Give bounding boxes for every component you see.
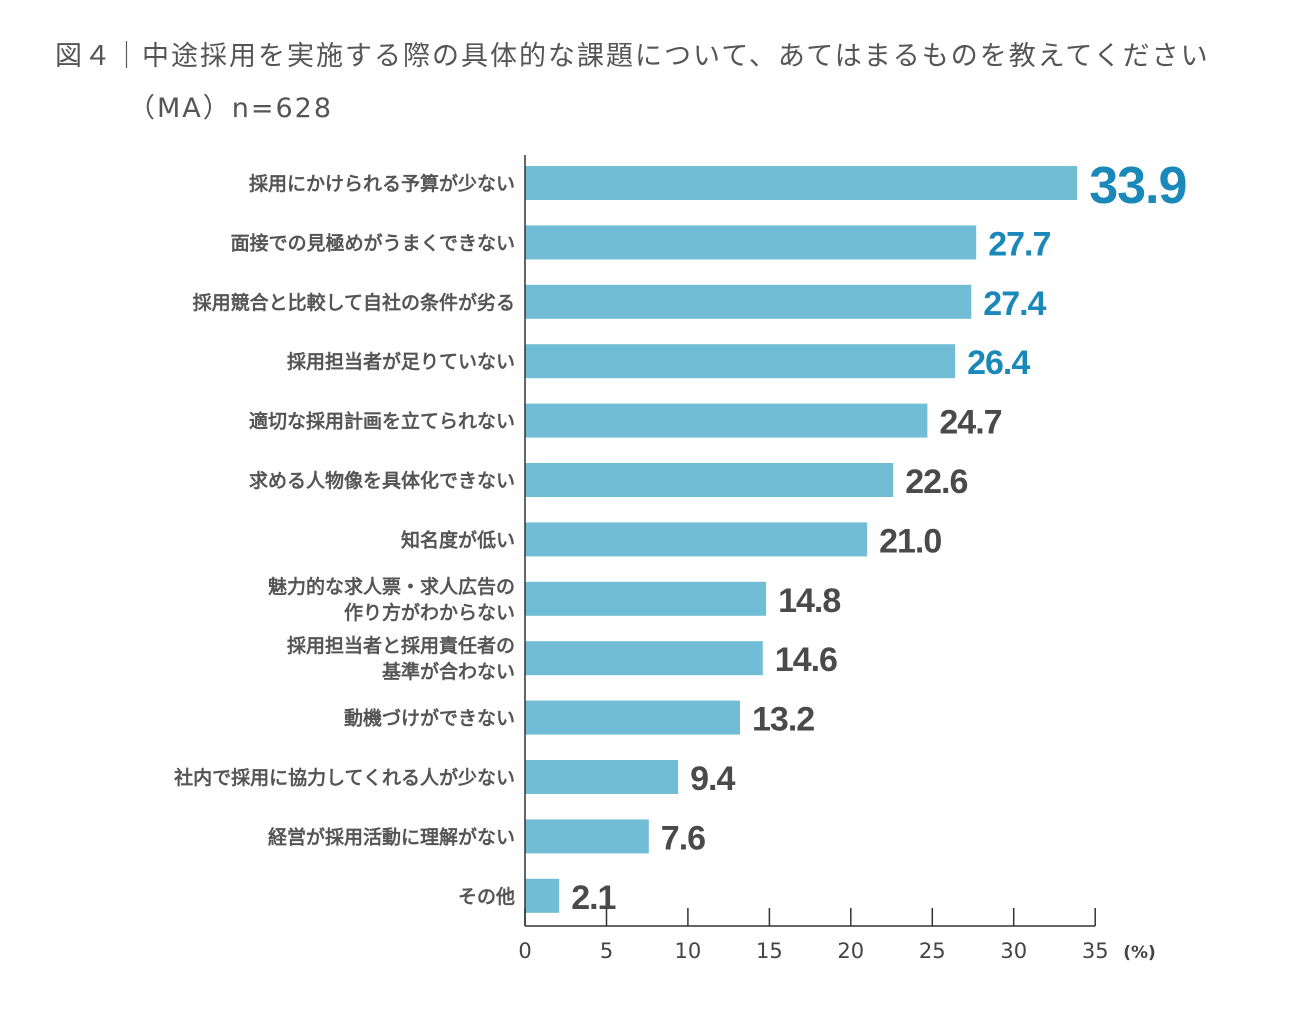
value-label: 27.7 — [988, 225, 1050, 263]
category-label: 面接での見極めがうまくできない — [231, 231, 515, 254]
value-label: 14.8 — [778, 582, 840, 620]
category-label: 知名度が低い — [401, 528, 515, 551]
bar — [525, 641, 763, 676]
bar — [525, 463, 894, 497]
category-label: 採用競合と比較して自社の条件が劣る — [193, 291, 515, 314]
bar — [525, 522, 868, 557]
category-label: 採用にかけられる予算が少ない — [249, 172, 515, 195]
value-label: 2.1 — [571, 879, 615, 917]
bar — [525, 225, 977, 260]
bar — [525, 166, 1078, 200]
x-tick-label: 30 — [1000, 939, 1027, 963]
value-label: 9.4 — [690, 760, 735, 798]
x-tick-label: 15 — [756, 939, 783, 963]
x-tick-label: 25 — [919, 939, 946, 963]
value-label: 26.4 — [967, 344, 1030, 382]
category-label: 作り方がわからない — [344, 601, 515, 624]
category-label: 魅力的な求人票・求人広告の — [268, 575, 515, 598]
bar — [525, 403, 928, 438]
x-tick-label: 0 — [518, 939, 531, 963]
x-axis-unit: (%) — [1123, 943, 1156, 963]
x-tick-label: 20 — [837, 939, 864, 963]
category-label: 社内で採用に協力してくれる人が少ない — [173, 766, 515, 789]
value-label: 21.0 — [879, 522, 941, 560]
value-label: 14.6 — [775, 641, 837, 679]
bar — [525, 819, 649, 854]
bar — [525, 878, 560, 913]
value-label: 27.4 — [983, 285, 1046, 323]
category-label: 求める人物像を具体化できない — [249, 469, 515, 492]
x-tick-label: 10 — [675, 939, 702, 963]
chart-title: 図４｜中途採用を実施する際の具体的な課題について、あてはまるものを教えてください — [55, 41, 1210, 72]
bar — [525, 760, 679, 794]
value-label: 33.9 — [1089, 157, 1186, 215]
bar — [525, 581, 767, 616]
x-tick-label: 35 — [1082, 939, 1109, 963]
x-tick-label: 5 — [600, 939, 613, 963]
chart-subtitle: （MA）n=628 — [128, 93, 334, 124]
category-label: 採用担当者と採用責任者の — [287, 634, 515, 657]
value-label: 22.6 — [905, 463, 967, 501]
category-label: その他 — [458, 885, 515, 908]
category-label: 基準が合わない — [381, 660, 515, 683]
value-label: 7.6 — [661, 819, 705, 857]
value-label: 24.7 — [939, 404, 1001, 442]
bar — [525, 344, 956, 379]
category-label: 採用担当者が足りていない — [287, 350, 515, 373]
category-label: 経営が採用活動に理解がない — [268, 825, 515, 848]
bar — [525, 284, 972, 319]
category-label: 適切な採用計画を立てられない — [249, 410, 515, 433]
category-label: 動機づけができない — [344, 707, 515, 730]
value-label: 13.2 — [752, 701, 814, 739]
bar — [525, 700, 740, 735]
